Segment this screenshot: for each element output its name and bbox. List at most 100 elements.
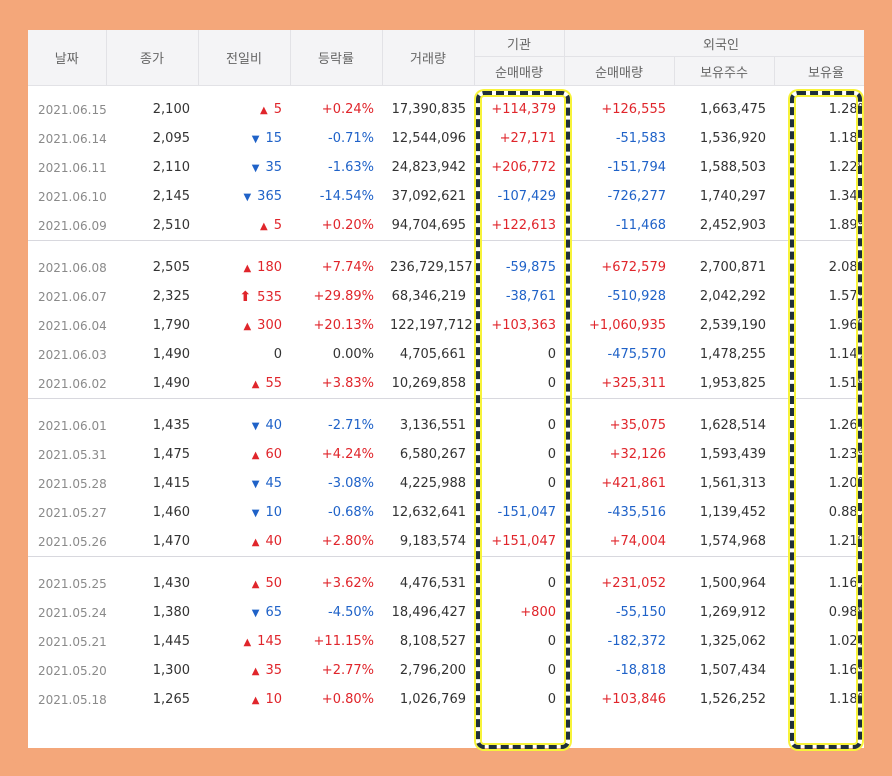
cell-institution-net: 0 bbox=[547, 376, 556, 391]
cell-change: ▲ 5 bbox=[198, 95, 290, 124]
up-triangle-icon: ▲ bbox=[251, 695, 260, 706]
cell-foreign-net: +1,060,935 bbox=[588, 318, 666, 333]
cell-volume: 1,026,769 bbox=[399, 692, 466, 707]
down-triangle-icon: ▼ bbox=[251, 479, 260, 490]
cell-foreign-ratio: 1.18% bbox=[828, 131, 864, 146]
cell-rate: +20.13% bbox=[313, 318, 374, 333]
cell-date: 2021.05.26 bbox=[38, 534, 107, 549]
stock-trading-table-panel: 날짜 종가 전일비 등락률 거래량 기관 외국인 순매매량 순매매량 보유주수 … bbox=[28, 30, 864, 748]
change-value: 5 bbox=[273, 218, 282, 233]
change-value: 40 bbox=[265, 418, 282, 433]
cell-close: 1,300 bbox=[152, 663, 190, 678]
cell-change: ▲ 60 bbox=[198, 440, 290, 469]
cell-institution-net: +103,363 bbox=[491, 318, 556, 333]
change-value: 0 bbox=[273, 347, 282, 362]
cell-foreign-net: +231,052 bbox=[601, 576, 666, 591]
cell-close: 1,430 bbox=[152, 576, 190, 591]
up-triangle-icon: ▲ bbox=[251, 450, 260, 461]
cell-date: 2021.06.03 bbox=[38, 347, 107, 362]
cell-foreign-ratio: 1.57% bbox=[828, 289, 864, 304]
header-foreign-group: 외국인 bbox=[564, 30, 864, 57]
cell-close: 1,435 bbox=[152, 418, 190, 433]
cell-foreign-holdings: 2,042,292 bbox=[699, 289, 766, 304]
up-triangle-icon: ▲ bbox=[243, 637, 252, 648]
down-triangle-icon: ▼ bbox=[243, 192, 252, 203]
cell-volume: 12,632,641 bbox=[391, 505, 466, 520]
cell-foreign-ratio: 1.02% bbox=[828, 634, 864, 649]
cell-change: ▼ 10 bbox=[198, 498, 290, 527]
cell-volume: 17,390,835 bbox=[391, 102, 466, 117]
up-triangle-icon: ▲ bbox=[260, 105, 268, 116]
header-close: 종가 bbox=[106, 30, 199, 86]
up-triangle-icon: ▲ bbox=[260, 221, 268, 232]
cell-close: 2,145 bbox=[152, 189, 190, 204]
cell-institution-net: 0 bbox=[547, 663, 556, 678]
table-row: 2021.05.21 1,445 ▲ 145 +11.15% 8,108,527 0 -182… bbox=[28, 627, 864, 656]
cell-rate: -14.54% bbox=[319, 189, 374, 204]
cell-date: 2021.06.10 bbox=[38, 189, 107, 204]
table-row: 2021.06.04 1,790 ▲ 300 +20.13% 122,197,712 +10… bbox=[28, 311, 864, 340]
cell-institution-net: +151,047 bbox=[491, 534, 556, 549]
cell-institution-net: 0 bbox=[547, 347, 556, 362]
header-date: 날짜 bbox=[28, 30, 107, 86]
change-value: 35 bbox=[265, 663, 282, 678]
cell-foreign-holdings: 2,539,190 bbox=[699, 318, 766, 333]
cell-foreign-ratio: 1.26% bbox=[828, 418, 864, 433]
cell-foreign-net: +325,311 bbox=[601, 376, 666, 391]
cell-foreign-holdings: 1,478,255 bbox=[699, 347, 766, 362]
change-value: 45 bbox=[265, 476, 282, 491]
cell-rate: +0.80% bbox=[321, 692, 374, 707]
cell-foreign-ratio: 1.16% bbox=[828, 663, 864, 678]
cell-date: 2021.05.24 bbox=[38, 605, 107, 620]
up-triangle-icon: ▲ bbox=[251, 579, 260, 590]
cell-change: 0 bbox=[198, 340, 290, 369]
cell-volume: 68,346,219 bbox=[391, 289, 466, 304]
cell-foreign-net: -435,516 bbox=[607, 505, 666, 520]
cell-rate: -0.71% bbox=[328, 131, 374, 146]
change-value: 300 bbox=[257, 318, 282, 333]
cell-change: ▲ 300 bbox=[198, 311, 290, 340]
cell-volume: 37,092,621 bbox=[391, 189, 466, 204]
up-triangle-icon: ▲ bbox=[251, 379, 260, 390]
cell-foreign-net: +32,126 bbox=[609, 447, 666, 462]
cell-rate: -1.63% bbox=[328, 160, 374, 175]
cell-volume: 6,580,267 bbox=[399, 447, 466, 462]
cell-foreign-holdings: 1,953,825 bbox=[699, 376, 766, 391]
cell-foreign-ratio: 1.51% bbox=[828, 376, 864, 391]
cell-foreign-ratio: 1.14% bbox=[828, 347, 864, 362]
change-value: 145 bbox=[257, 634, 282, 649]
group-separator bbox=[28, 398, 864, 411]
table-row: 2021.05.20 1,300 ▲ 35 +2.77% 2,796,200 0 -18,81… bbox=[28, 656, 864, 685]
cell-volume: 94,704,695 bbox=[391, 218, 466, 233]
cell-change: ▲ 10 bbox=[198, 685, 290, 714]
cell-foreign-holdings: 1,628,514 bbox=[699, 418, 766, 433]
cell-foreign-ratio: 1.20% bbox=[828, 476, 864, 491]
cell-foreign-ratio: 1.96% bbox=[828, 318, 864, 333]
cell-foreign-holdings: 1,526,252 bbox=[699, 692, 766, 707]
table-row: 2021.05.27 1,460 ▼ 10 -0.68% 12,632,641 -151,0… bbox=[28, 498, 864, 527]
cell-volume: 4,225,988 bbox=[399, 476, 466, 491]
cell-foreign-ratio: 0.98% bbox=[828, 605, 864, 620]
cell-institution-net: +114,379 bbox=[491, 102, 556, 117]
cell-volume: 12,544,096 bbox=[391, 131, 466, 146]
up-triangle-icon: ▲ bbox=[243, 263, 252, 274]
cell-foreign-net: +35,075 bbox=[609, 418, 666, 433]
table-row: 2021.05.31 1,475 ▲ 60 +4.24% 6,580,267 0 +32,12… bbox=[28, 440, 864, 469]
cell-volume: 4,476,531 bbox=[399, 576, 466, 591]
cell-foreign-holdings: 1,325,062 bbox=[699, 634, 766, 649]
header-institution-net: 순매매량 bbox=[474, 56, 565, 86]
cell-date: 2021.05.18 bbox=[38, 692, 107, 707]
cell-rate: +0.24% bbox=[321, 102, 374, 117]
down-triangle-icon: ▼ bbox=[251, 134, 260, 145]
cell-foreign-net: -18,818 bbox=[615, 663, 666, 678]
cell-close: 1,415 bbox=[152, 476, 190, 491]
cell-foreign-ratio: 2.08% bbox=[828, 260, 864, 275]
cell-change: ▼ 40 bbox=[198, 411, 290, 440]
cell-close: 1,790 bbox=[152, 318, 190, 333]
cell-close: 2,505 bbox=[152, 260, 190, 275]
cell-date: 2021.06.02 bbox=[38, 376, 107, 391]
cell-rate: 0.00% bbox=[332, 347, 374, 362]
cell-foreign-ratio: 1.89% bbox=[828, 218, 864, 233]
cell-change: ▲ 40 bbox=[198, 527, 290, 557]
cell-close: 1,460 bbox=[152, 505, 190, 520]
